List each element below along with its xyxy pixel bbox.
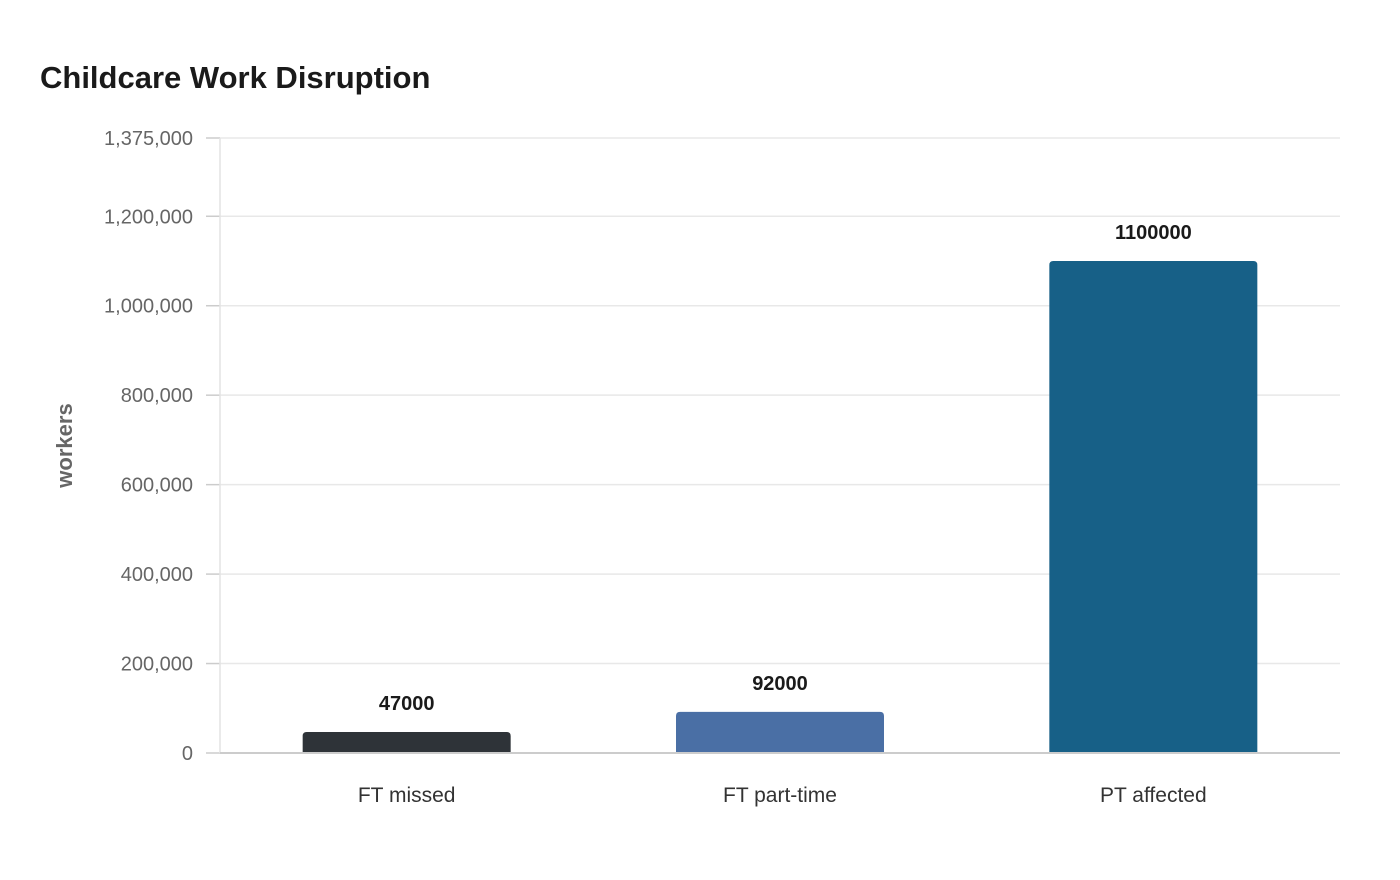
x-axis-categories: FT missed FT part-time PT affected <box>358 784 1207 807</box>
gridlines <box>220 137 1340 665</box>
y-tick-label: 400,000 <box>121 564 193 586</box>
bar-value-label: 47000 <box>379 693 435 715</box>
y-axis-label: workers <box>52 403 77 488</box>
y-tick-label: 200,000 <box>121 654 193 676</box>
bar-value-label: 92000 <box>752 673 808 695</box>
y-tick-label: 1,000,000 <box>104 296 193 318</box>
chart-title: Childcare Work Disruption <box>40 60 431 95</box>
x-category-label: FT missed <box>358 784 456 807</box>
y-tick-label: 800,000 <box>121 385 193 407</box>
bar <box>1049 261 1258 753</box>
bar-value-label: 1100000 <box>1115 222 1192 244</box>
bars: 47000 92000 1100000 <box>302 222 1258 753</box>
y-tick-label: 1,200,000 <box>104 206 193 228</box>
bar <box>676 711 884 753</box>
bar <box>302 731 511 753</box>
y-tick-label: 1,375,000 <box>104 128 193 150</box>
y-tick-label: 600,000 <box>121 475 193 497</box>
x-category-label: PT affected <box>1100 784 1207 807</box>
y-tick-label: 0 <box>182 743 193 765</box>
x-category-label: FT part-time <box>723 784 837 807</box>
y-axis-ticks: 0 200,000 400,000 600,000 800,000 1,000,000 1,… <box>104 128 220 765</box>
